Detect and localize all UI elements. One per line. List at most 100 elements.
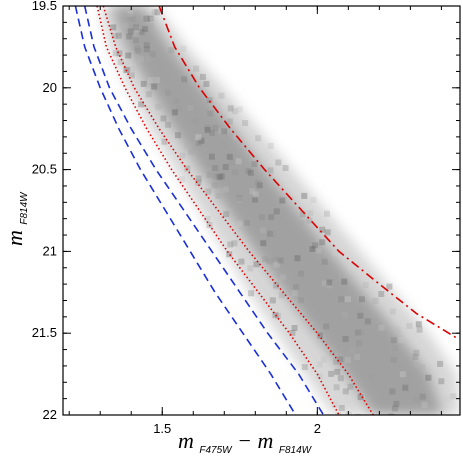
density-cell — [390, 337, 397, 344]
density-cell — [326, 282, 333, 289]
density-cell — [359, 296, 365, 303]
density-cell — [272, 312, 279, 319]
density-cell — [182, 77, 188, 84]
density-cell — [301, 192, 308, 199]
density-cell — [331, 401, 338, 408]
density-cell — [235, 197, 242, 204]
density-cell — [155, 103, 162, 110]
density-cell — [203, 80, 210, 87]
density-cell — [138, 28, 145, 35]
density-cell — [232, 133, 239, 140]
density-cell — [259, 214, 265, 221]
density-cell — [402, 386, 409, 392]
density-cell — [151, 83, 158, 90]
density-cell — [111, 32, 118, 39]
density-cell — [194, 134, 201, 141]
density-cell — [134, 26, 141, 33]
x-axis-label-m2: m — [257, 428, 273, 453]
density-cell — [212, 124, 219, 131]
density-cell — [147, 77, 154, 84]
density-cell — [132, 37, 139, 44]
density-cell — [445, 395, 452, 402]
density-cell — [324, 210, 330, 217]
density-cell — [413, 349, 420, 356]
series-line-4 — [83, 6, 325, 415]
density-cell — [406, 323, 413, 329]
density-cell — [184, 142, 191, 149]
density-cell — [129, 66, 135, 73]
density-cell — [188, 148, 195, 155]
density-cell — [206, 171, 213, 178]
plot-frame — [62, 5, 461, 416]
density-cell — [266, 258, 273, 265]
density-cell — [386, 283, 393, 290]
density-cell — [416, 326, 423, 333]
density-cell — [179, 176, 186, 183]
density-cell — [438, 378, 445, 385]
density-cell — [204, 216, 211, 222]
y-tick-label: 20 — [43, 80, 57, 95]
density-cell — [333, 358, 340, 365]
density-cell — [150, 17, 156, 24]
density-cell — [315, 247, 322, 254]
density-cell — [129, 16, 136, 22]
density-cell — [198, 137, 205, 144]
density-cell — [262, 256, 269, 263]
density-cell — [421, 401, 428, 408]
density-cell — [267, 167, 274, 174]
x-axis-label-sub2: F814W — [279, 445, 313, 456]
density-cell — [347, 383, 354, 390]
density-cell — [209, 129, 215, 136]
density-cell — [244, 219, 251, 226]
density-cell — [393, 400, 400, 407]
density-cell — [425, 374, 432, 381]
density-cell — [218, 173, 225, 180]
density-cell — [419, 364, 426, 371]
density-cell — [321, 280, 328, 287]
density-cell — [192, 118, 199, 125]
density-cell — [255, 180, 261, 186]
density-cell — [399, 371, 406, 378]
density-cell — [127, 13, 134, 20]
density-cell — [211, 182, 218, 189]
density-cell — [138, 101, 145, 108]
density-cell — [218, 128, 225, 135]
y-axis-label-m: m — [2, 230, 27, 246]
density-cell — [260, 227, 266, 234]
density-cell — [124, 66, 131, 73]
density-cell — [291, 325, 298, 331]
y-axis-label: m F814W — [2, 191, 30, 246]
density-cell — [195, 140, 202, 146]
density-cloud — [100, 6, 460, 415]
density-cell — [247, 265, 254, 272]
density-cell — [389, 388, 396, 395]
density-cell — [195, 175, 202, 182]
x-tick-label: 2 — [314, 421, 321, 436]
density-cell — [122, 22, 129, 29]
density-cell — [388, 413, 395, 415]
density-cell — [231, 108, 238, 115]
density-cell — [308, 260, 315, 267]
density-cell — [280, 274, 287, 281]
density-cell — [137, 47, 144, 54]
density-cell — [298, 270, 304, 277]
density-cell — [171, 109, 178, 116]
density-cell — [148, 22, 155, 29]
density-cell — [267, 142, 274, 149]
y-tick-label: 19.5 — [32, 0, 57, 13]
density-cell — [269, 297, 276, 304]
density-cell — [313, 324, 320, 331]
density-cell — [122, 61, 129, 68]
density-cell — [206, 97, 213, 104]
density-cell — [154, 77, 161, 84]
density-cell — [341, 278, 348, 285]
density-band-core — [111, 6, 444, 415]
density-cell — [242, 120, 249, 126]
x-axis-label-dash: − — [237, 428, 252, 453]
density-cell — [138, 56, 144, 63]
density-cell — [394, 326, 401, 333]
density-cell — [275, 313, 281, 320]
density-cell — [311, 333, 318, 340]
density-cell — [333, 384, 340, 391]
density-cell — [212, 165, 219, 171]
